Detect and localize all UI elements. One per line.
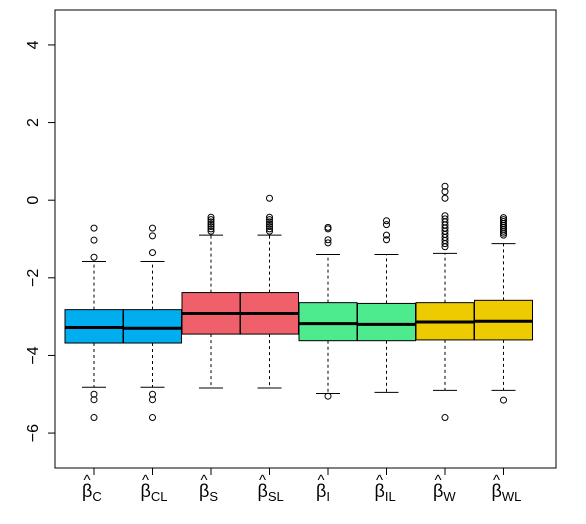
outlier-point [500,396,507,404]
outlier-point [441,194,449,202]
outlier-point [266,227,273,235]
outlier-point [441,414,449,422]
x-label-hat: ^ [259,472,266,489]
outlier-point [90,236,98,244]
outlier-point [441,188,449,196]
iqr-box [298,302,358,342]
y-tick-label: −4 [25,346,42,364]
y-tick-label: 2 [25,118,42,127]
y-tick-label: 4 [25,40,42,49]
outlier-point [266,216,273,224]
outlier-point [441,243,449,251]
outlier-point [207,218,215,226]
outlier-point [441,182,449,190]
x-tick-label: βI [316,481,330,504]
outlier-point [90,390,98,398]
x-label-hat: ^ [142,472,149,489]
x-tick-label: βCL [141,481,168,504]
box-3 [181,213,241,389]
outlier-point [324,236,332,244]
box-8 [474,214,533,404]
outlier-point [149,249,156,257]
x-label-hat: ^ [317,472,324,489]
y-tick-label: −6 [25,424,42,442]
outlier-point [149,414,156,422]
x-tick-label: βC [82,481,102,504]
outlier-point [266,225,273,233]
outlier-point [207,216,215,224]
outlier-point [149,396,156,404]
y-axis: −6 −4 −2 0 2 4 [25,40,55,442]
x-tick-label: βIL [375,481,396,504]
box-1 [64,224,124,422]
outlier-point [383,236,390,244]
outlier-point [500,231,507,239]
outlier-point [383,217,390,225]
y-tick-label: 0 [25,196,42,205]
outlier-point [90,224,98,232]
outlier-point [149,224,156,232]
box-5 [298,223,358,400]
box-2 [123,224,182,422]
x-label-hat: ^ [376,472,383,489]
box-series [64,182,533,422]
outlier-point [90,253,98,261]
outlier-point [207,227,215,235]
x-tick-label: βWL [492,481,522,504]
outlier-point [324,225,332,233]
outlier-point [383,231,390,239]
outlier-point [266,220,273,228]
outlier-point [500,227,507,235]
x-tick-label: βW [433,481,456,504]
outlier-point [207,223,215,231]
outlier-point [266,194,273,202]
outlier-point [149,232,156,240]
iqr-box [357,302,416,342]
outlier-point [149,390,156,398]
plot-frame [54,9,557,469]
outlier-point [207,220,215,228]
outlier-point [266,213,273,221]
outlier-point [500,229,507,237]
outlier-point [266,218,273,226]
x-tick-label: βSL [258,481,284,504]
outlier-point [383,221,390,229]
box-6 [357,217,416,393]
outlier-point [324,239,332,247]
outlier-point [90,414,98,422]
x-axis-labels: βC^βCL^βS^βSL^βI^βIL^βW^βWL^ [82,468,521,504]
x-label-hat: ^ [200,472,207,489]
outlier-point [324,392,332,400]
x-label-hat: ^ [493,472,500,489]
outlier-point [207,213,215,221]
box-4 [240,194,299,389]
y-tick-label: −2 [25,269,42,287]
box-7 [415,182,475,422]
iqr-box [123,309,182,344]
outlier-point [90,396,98,404]
outlier-point [266,223,273,231]
x-label-hat: ^ [434,472,441,489]
outlier-point [207,225,215,233]
x-label-hat: ^ [83,472,90,489]
outlier-point [441,240,449,248]
x-tick-label: βS [199,481,218,504]
